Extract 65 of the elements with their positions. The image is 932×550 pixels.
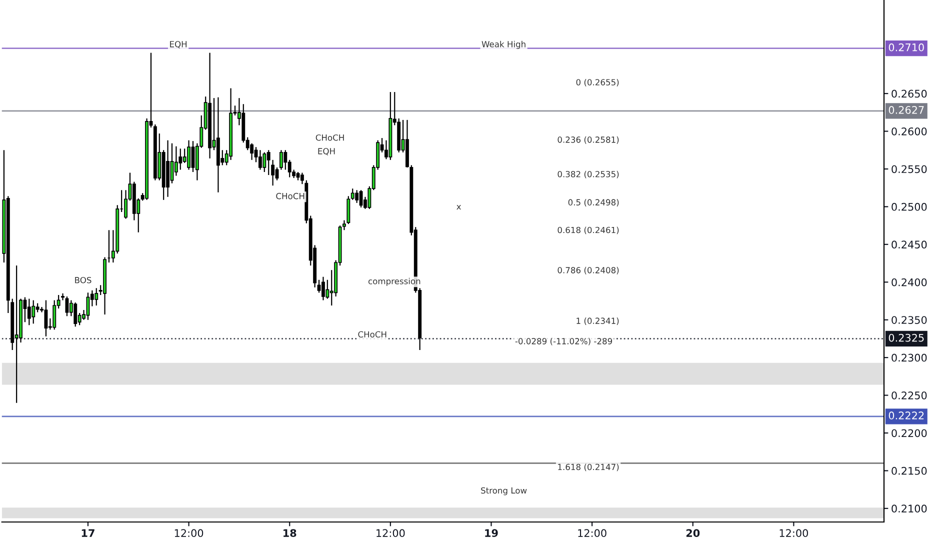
annotation: BOS bbox=[75, 276, 92, 284]
candlestick bbox=[355, 190, 359, 204]
candlestick bbox=[32, 300, 36, 324]
candlestick bbox=[52, 300, 56, 330]
candlestick bbox=[178, 148, 182, 170]
candlestick bbox=[250, 142, 254, 160]
candlestick bbox=[326, 279, 330, 300]
annotation: compression bbox=[368, 278, 420, 286]
annotation: EQH bbox=[170, 41, 187, 48]
y-tick-label: 0.2250 bbox=[892, 392, 927, 400]
candlestick bbox=[321, 276, 325, 301]
ref-line-label: 0.2627 bbox=[888, 106, 924, 114]
y-tick-label: 0.2500 bbox=[892, 202, 927, 211]
ref-line-label: 0.2222 bbox=[888, 412, 924, 420]
x-tick-label: 20 bbox=[686, 529, 700, 538]
candlestick bbox=[27, 298, 31, 326]
y-tick-label: 0.2200 bbox=[892, 429, 927, 438]
annotation: 0.382 (0.2535) bbox=[558, 170, 619, 178]
annotation: CHoCH bbox=[276, 192, 304, 200]
candlestick bbox=[94, 288, 98, 306]
x-tick-label: 18 bbox=[284, 529, 296, 538]
annotation: 0.236 (0.2581) bbox=[558, 136, 619, 144]
candlestick bbox=[61, 292, 64, 301]
candlestick bbox=[36, 302, 40, 313]
annotation: Strong Low bbox=[481, 487, 527, 496]
annotation: 1 (0.2341) bbox=[576, 318, 619, 325]
annotation: CHoCH bbox=[358, 331, 386, 338]
candlestick bbox=[266, 150, 270, 176]
y-tick-label: 0.2550 bbox=[892, 165, 927, 174]
x-tick-label: 12:00 bbox=[578, 529, 606, 538]
y-tick-label: 0.2600 bbox=[892, 127, 927, 136]
annotation: 0.618 (0.2461) bbox=[558, 226, 619, 234]
annotation: EQH bbox=[318, 148, 335, 156]
candlestick bbox=[262, 152, 266, 173]
x-tick-label: 12:00 bbox=[174, 529, 204, 538]
ref-line-label: 0.2325 bbox=[888, 334, 924, 342]
candlestick bbox=[187, 140, 191, 170]
candlestick bbox=[271, 159, 275, 186]
y-tick-label: 0.2150 bbox=[892, 466, 927, 475]
annotation: 1.618 (0.2147) bbox=[558, 464, 619, 472]
y-tick-label: 0.2350 bbox=[892, 316, 927, 324]
candlestick bbox=[258, 150, 262, 170]
candlestick bbox=[14, 264, 18, 404]
candlestick bbox=[174, 146, 178, 176]
x-tick-label: 19 bbox=[485, 529, 498, 538]
candlestick bbox=[317, 279, 321, 294]
annotation: CHoCH bbox=[316, 134, 344, 141]
x-tick-label: 12:00 bbox=[780, 529, 808, 538]
ref-line-label: 0.2710 bbox=[888, 43, 924, 52]
y-tick-label: 0.2450 bbox=[892, 240, 927, 249]
annotation: 0.786 (0.2408) bbox=[558, 266, 619, 274]
y-tick-label: 0.2300 bbox=[892, 354, 927, 362]
candlestick bbox=[284, 150, 288, 170]
y-tick-label: 0.2100 bbox=[892, 504, 927, 513]
x-tick-label: 17 bbox=[82, 529, 94, 537]
annotation: 0.5 (0.2498) bbox=[568, 199, 619, 206]
annotation: Weak High bbox=[482, 40, 526, 49]
y-tick-label: 0.2400 bbox=[892, 278, 927, 286]
annotation: x bbox=[456, 204, 462, 210]
candlestick bbox=[279, 150, 283, 170]
x-tick-label: 12:00 bbox=[376, 529, 405, 538]
candlestick bbox=[74, 302, 78, 328]
annotation: 0 (0.2655) bbox=[576, 78, 619, 86]
y-tick-label: 0.2650 bbox=[892, 90, 927, 98]
annotation: -0.0289 (-11.02%) -289 bbox=[515, 338, 612, 346]
